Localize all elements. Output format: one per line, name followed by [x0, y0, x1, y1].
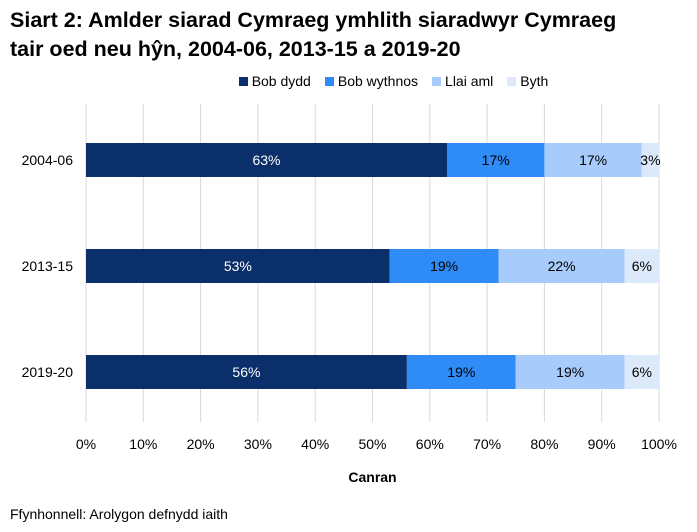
- source-note: Ffynhonnell: Arolygon defnydd iaith: [10, 506, 228, 522]
- bar-segment: [446, 143, 545, 177]
- y-tick-label: 2013-15: [22, 258, 74, 274]
- x-tick-label: 70%: [473, 436, 501, 452]
- x-tick-label: 20%: [187, 436, 215, 452]
- legend-label: Bob wythnos: [337, 73, 419, 89]
- bar-segment: [86, 143, 447, 177]
- legend-label: Byth: [520, 73, 549, 89]
- legend-swatch: [432, 76, 442, 86]
- bar-segment: [389, 249, 499, 283]
- legend-item: Bob wythnos: [324, 73, 419, 89]
- legend-label: Bob dydd: [251, 73, 311, 89]
- legend-item: Bob dydd: [238, 73, 311, 89]
- y-tick-label: 2019-20: [22, 364, 74, 380]
- data-label: 19%: [556, 364, 584, 380]
- legend-item: Byth: [507, 73, 548, 89]
- data-label: 6%: [632, 258, 652, 274]
- bar-segment: [406, 355, 516, 389]
- x-axis-title: Canran: [348, 469, 396, 485]
- legend-label: Llai aml: [445, 73, 494, 89]
- legend-swatch: [507, 76, 517, 86]
- bar-segment: [86, 355, 407, 389]
- x-tick-label: 80%: [530, 436, 558, 452]
- bar-segment: [624, 249, 659, 283]
- x-tick-label: 90%: [588, 436, 616, 452]
- y-tick-label: 2004-06: [22, 152, 74, 168]
- bar-segment: [498, 249, 625, 283]
- x-tick-label: 40%: [301, 436, 329, 452]
- x-tick-label: 100%: [641, 436, 677, 452]
- legend-swatch: [238, 76, 248, 86]
- data-label: 17%: [482, 152, 510, 168]
- data-label: 19%: [430, 258, 458, 274]
- x-tick-label: 10%: [129, 436, 157, 452]
- legend-swatch: [324, 76, 334, 86]
- x-tick-label: 60%: [416, 436, 444, 452]
- data-label: 17%: [579, 152, 607, 168]
- legend: Bob dydd Bob wythnos Llai aml Byth: [0, 73, 697, 89]
- bar-segment: [624, 355, 659, 389]
- data-label: 22%: [548, 258, 576, 274]
- bar-segment: [515, 355, 625, 389]
- data-label: 3%: [640, 152, 660, 168]
- x-tick-label: 30%: [244, 436, 272, 452]
- title-line-1: Siart 2: Amlder siarad Cymraeg ymhlith s…: [10, 8, 617, 32]
- legend-item: Llai aml: [432, 73, 493, 89]
- data-label: 53%: [224, 258, 252, 274]
- chart-title: Siart 2: Amlder siarad Cymraeg ymhlith s…: [10, 6, 697, 64]
- bar-segment: [544, 143, 642, 177]
- bar-segment: [86, 249, 390, 283]
- data-label: 6%: [632, 364, 652, 380]
- data-label: 63%: [252, 152, 280, 168]
- x-tick-label: 0%: [76, 436, 96, 452]
- bar-segment: [641, 143, 659, 177]
- data-label: 19%: [447, 364, 475, 380]
- x-tick-label: 50%: [358, 436, 386, 452]
- data-label: 56%: [232, 364, 260, 380]
- title-line-2: tair oed neu hŷn, 2004-06, 2013-15 a 201…: [10, 37, 461, 61]
